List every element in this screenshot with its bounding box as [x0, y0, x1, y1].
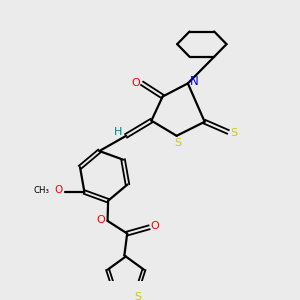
- Text: N: N: [190, 75, 198, 88]
- Text: O: O: [55, 185, 63, 195]
- Text: O: O: [132, 77, 140, 88]
- Text: CH₃: CH₃: [33, 186, 49, 195]
- Text: H: H: [114, 128, 122, 137]
- Text: S: S: [175, 138, 182, 148]
- Text: S: S: [135, 292, 142, 300]
- Text: O: O: [151, 221, 160, 231]
- Text: S: S: [230, 128, 238, 138]
- Text: O: O: [96, 214, 105, 224]
